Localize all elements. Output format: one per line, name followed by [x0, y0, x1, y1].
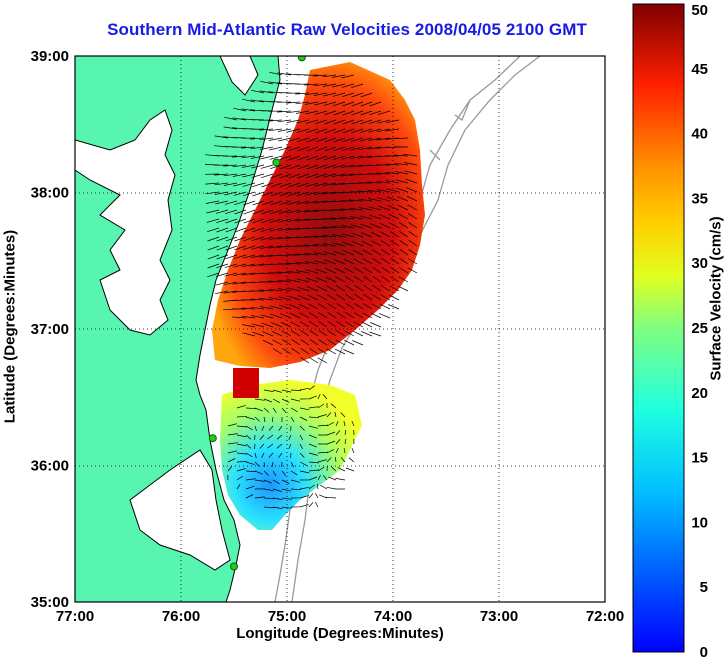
- x-tick-label: 75:00: [268, 608, 306, 625]
- y-axis-label: Latitude (Degrees:Minutes): [2, 207, 19, 447]
- colorbar-tick-label: 10: [691, 514, 708, 531]
- y-tick-label: 36:00: [31, 458, 69, 475]
- radar-station: [231, 563, 238, 570]
- colorbar-tick-label: 5: [700, 579, 708, 596]
- colorbar-tick-label: 45: [691, 61, 708, 78]
- colorbar-tick-label: 15: [691, 450, 708, 467]
- x-tick-label: 72:00: [586, 608, 624, 625]
- colorbar-tick-labels: 0 5 10 15 20 25 30 35 40 45 50: [691, 2, 708, 659]
- x-tick-label: 74:00: [374, 608, 412, 625]
- colorbar-tick-label: 20: [691, 385, 708, 402]
- colorbar: [633, 4, 684, 652]
- colorbar-tick-label: 0: [700, 644, 708, 659]
- map-title: Southern Mid-Atlantic Raw Velocities 200…: [62, 20, 632, 40]
- y-tick-labels: 39:00 38:00 37:00 36:00 35:00: [31, 48, 69, 611]
- colorbar-tick-label: 25: [691, 320, 708, 337]
- y-tick-label: 37:00: [31, 321, 69, 338]
- colorbar-tick-label: 50: [691, 2, 708, 19]
- y-tick-label: 38:00: [31, 185, 69, 202]
- x-axis-label: Longitude (Degrees:Minutes): [75, 625, 605, 642]
- y-tick-label: 39:00: [31, 48, 69, 65]
- radar-station: [209, 435, 216, 442]
- colorbar-tick-label: 40: [691, 126, 708, 143]
- colorbar-tick-label: 35: [691, 190, 708, 207]
- x-tick-label: 73:00: [480, 608, 518, 625]
- radar-station: [298, 54, 305, 61]
- x-tick-label: 76:00: [162, 608, 200, 625]
- velocity-patch-red: [233, 368, 259, 398]
- radar-station: [273, 159, 280, 166]
- colorbar-label: Surface Velocity (cm/s): [708, 179, 724, 419]
- y-tick-label: 35:00: [31, 594, 69, 611]
- colorbar-tick-label: 30: [691, 255, 708, 272]
